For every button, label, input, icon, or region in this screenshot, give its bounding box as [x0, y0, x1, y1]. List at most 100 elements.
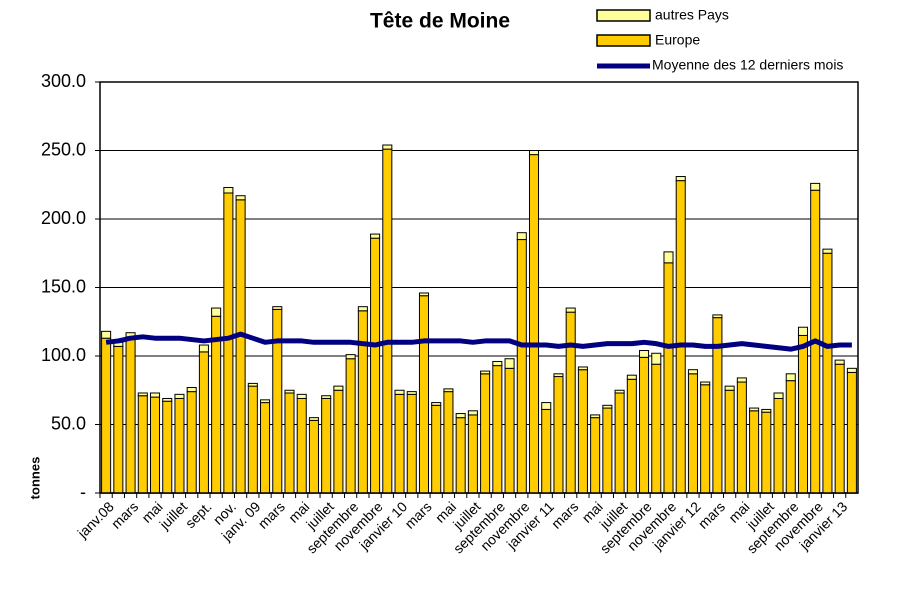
bar-segment [382, 148, 393, 494]
bar-segment [626, 378, 637, 494]
bar-segment [700, 381, 711, 386]
bar-segment [247, 385, 258, 494]
bar-segment [553, 373, 564, 378]
bar-segment [223, 186, 234, 194]
bar-segment [553, 376, 564, 494]
bar-segment [822, 252, 833, 494]
bar-segment [406, 393, 417, 494]
bar-segment [639, 356, 650, 494]
bar-segment [211, 315, 222, 494]
bar-segment [357, 306, 368, 312]
bar-segment [846, 371, 857, 494]
bar-segment [321, 395, 332, 399]
bar-segment [308, 417, 319, 421]
y-tick-label: 100.0 [41, 345, 86, 365]
bar-segment [272, 306, 283, 310]
bar-segment [113, 345, 124, 494]
bar-segment [467, 414, 478, 494]
bar-segment [749, 410, 760, 494]
bar-segment [198, 344, 209, 353]
x-tick-label: mars [401, 498, 434, 531]
bar-segment [137, 392, 148, 397]
bar-segment [443, 388, 454, 393]
bar-segment [626, 374, 637, 380]
bar-segment [577, 366, 588, 371]
bar-segment [663, 262, 674, 494]
bar-segment [687, 373, 698, 494]
bar-segment [651, 352, 662, 365]
bar-segment [675, 176, 686, 182]
bar-segment [773, 392, 784, 399]
bar-segment [308, 419, 319, 494]
bar-segment [528, 154, 540, 494]
bar-segment [394, 389, 405, 395]
bar-segment [418, 292, 430, 297]
bar-segment [186, 391, 197, 494]
bar-segment [101, 330, 112, 339]
x-tick-label: mars [548, 498, 581, 531]
bar-segment [284, 392, 295, 494]
bar-segment [137, 395, 148, 494]
y-tick-label: 250.0 [41, 139, 86, 159]
bar-segment [198, 351, 209, 494]
y-tick-label: 50.0 [51, 413, 86, 433]
bar-segment [260, 402, 271, 494]
y-tick-label: 200.0 [41, 208, 86, 228]
bar-segment [590, 414, 601, 419]
bar-segment [785, 373, 796, 382]
bar-segment [675, 180, 686, 494]
bar-segment [651, 363, 662, 494]
bar-segment [382, 144, 393, 150]
bar-segment [810, 182, 821, 191]
bar-segment [785, 380, 796, 494]
bar-segment [321, 397, 332, 494]
bar-segment [761, 408, 772, 413]
bar-segment [480, 370, 491, 375]
x-tick-label: sept. [182, 498, 215, 531]
bar-segment [577, 369, 588, 494]
bar-segment [516, 239, 527, 494]
y-tick-label: 300.0 [41, 71, 86, 91]
bar-segment [235, 199, 246, 494]
bar-segment [149, 396, 161, 494]
bar-segment [834, 359, 845, 365]
bar-segment [724, 385, 735, 391]
bar-segment [639, 350, 650, 358]
bar-segment [431, 404, 442, 494]
bar-segment [773, 397, 784, 494]
bar-segment [357, 310, 368, 494]
bar-segment [822, 248, 833, 254]
y-axis-title: tonnes [27, 457, 42, 500]
bar-segment [125, 336, 136, 494]
bar-segment [443, 391, 454, 494]
bar-segment [296, 393, 307, 399]
bar-segment [162, 400, 173, 494]
bar-segment [712, 314, 723, 319]
bar-segment [724, 389, 735, 494]
bar-segment [186, 387, 197, 393]
bar-segment [284, 389, 295, 394]
x-tick-label: mars [255, 498, 288, 531]
x-tick-label: mars [108, 498, 141, 531]
bar-segment [541, 408, 552, 494]
bar-segment [431, 402, 442, 406]
bar-segment [370, 237, 381, 494]
bar-segment [504, 358, 515, 369]
bar-segment [834, 363, 845, 494]
y-tick-label: 150.0 [41, 276, 86, 296]
bar-segment [614, 392, 625, 494]
bar-segment [333, 389, 344, 494]
bar-segment [565, 311, 576, 494]
bar-segment [333, 385, 344, 391]
bar-segment [797, 326, 809, 336]
bar-segment [541, 402, 552, 410]
bar-segment [211, 307, 222, 317]
bar-segment [370, 233, 381, 239]
bar-segment [846, 367, 857, 373]
bar-segment [149, 392, 161, 398]
bar-segment [174, 397, 185, 494]
bar-segment [467, 410, 478, 416]
bar-segment [528, 150, 540, 156]
bar-segment [736, 377, 747, 383]
bar-segment [516, 232, 527, 241]
